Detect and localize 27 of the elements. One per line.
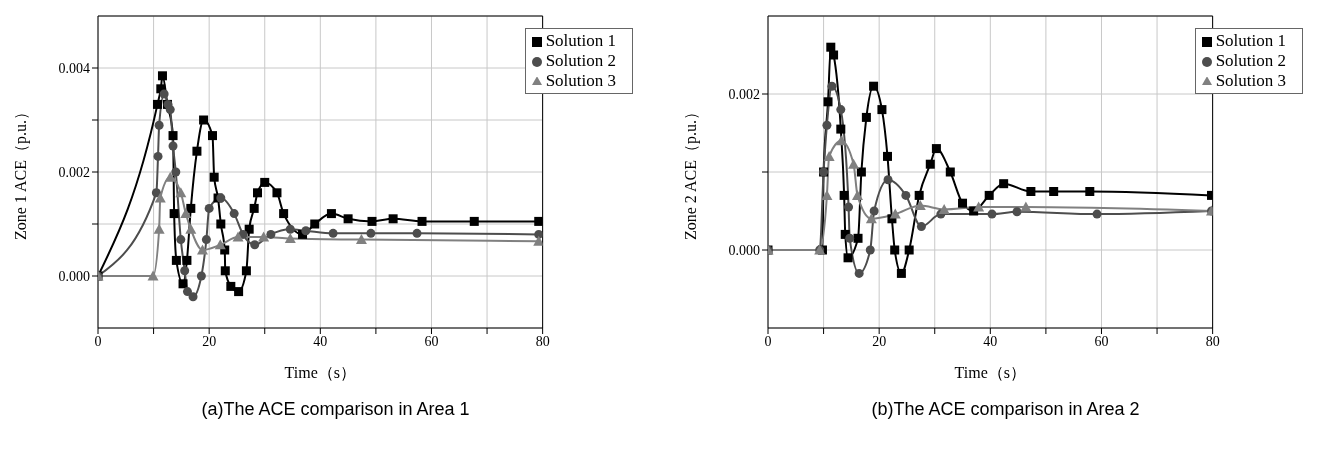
x-tick-label: 80 <box>535 333 550 349</box>
x-tick-label: 40 <box>313 333 328 349</box>
legend-label: Solution 3 <box>545 71 616 90</box>
text: (a)The ACE comparison in Area 1 <box>200 399 471 420</box>
legend-label: Solution 2 <box>1215 51 1286 70</box>
y-tick-label: 0.002 <box>58 164 90 180</box>
legend-label: Solution 2 <box>545 51 616 70</box>
x-tick-label: 60 <box>424 333 439 349</box>
text: (b)The ACE comparison in Area 2 <box>870 399 1141 420</box>
x-axis-title: Time（s） <box>954 364 1027 381</box>
x-axis-title: Time（s） <box>284 364 357 381</box>
y-tick-label: 0.004 <box>58 60 90 76</box>
x-tick-label: 20 <box>202 333 217 349</box>
x-tick-label: 0 <box>764 333 772 349</box>
legend-label: Solution 1 <box>545 31 616 50</box>
y-axis-title: Zone 2 ACE（p.u.） <box>681 104 700 240</box>
y-axis-title: Zone 1 ACE（p.u.） <box>11 104 30 240</box>
x-tick-label: 80 <box>1205 333 1220 349</box>
y-tick-label: 0.002 <box>728 86 760 102</box>
legend-label: Solution 1 <box>1215 31 1286 50</box>
x-tick-label: 20 <box>872 333 887 349</box>
legend-label: Solution 3 <box>1215 71 1286 90</box>
y-tick-label: 0.000 <box>728 242 760 258</box>
x-tick-label: 0 <box>94 333 102 349</box>
x-tick-label: 40 <box>983 333 998 349</box>
x-tick-label: 60 <box>1094 333 1109 349</box>
y-tick-label: 0.000 <box>58 268 90 284</box>
